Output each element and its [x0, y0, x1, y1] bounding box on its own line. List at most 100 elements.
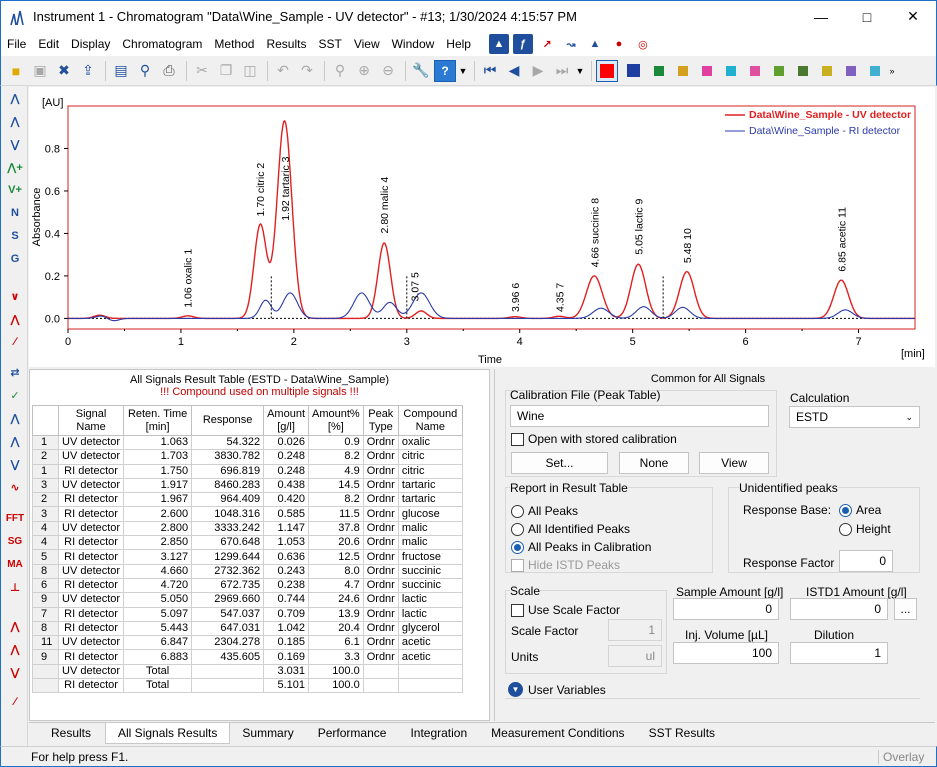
- tab-performance[interactable]: Performance: [317, 726, 387, 740]
- menu-display[interactable]: Display: [71, 37, 111, 51]
- menu-file[interactable]: File: [7, 37, 27, 51]
- sample-amount-input[interactable]: 0: [673, 598, 779, 620]
- calibration-file-input[interactable]: Wine: [510, 405, 769, 427]
- tab-summary[interactable]: Summary: [242, 726, 294, 740]
- peak-group-icon[interactable]: ⋁: [10, 138, 20, 151]
- column-header-response[interactable]: Response: [191, 405, 265, 436]
- copy-icon[interactable]: ❐: [219, 62, 233, 78]
- derivative-icon[interactable]: ∿: [10, 481, 20, 494]
- radio-all-identified-peaks[interactable]: All Identified Peaks: [511, 522, 630, 536]
- table-row[interactable]: 3 RI detector 2.600 1048.316 0.585 11.5 Ordnr g…: [32, 506, 463, 522]
- tab-results[interactable]: Results: [51, 726, 92, 740]
- toolbar-overflow-icon[interactable]: »: [889, 65, 895, 76]
- zoom-out-icon[interactable]: ⊖: [382, 62, 394, 78]
- fft-icon[interactable]: FFT: [5, 512, 25, 524]
- radio-all-peaks-in-calibration[interactable]: All Peaks in Calibration: [511, 540, 651, 554]
- menu-chromatogram[interactable]: Chromatogram: [122, 37, 203, 51]
- close-button[interactable]: ✕: [907, 8, 919, 24]
- color-swatch[interactable]: [627, 64, 640, 77]
- table-row[interactable]: 9 UV detector 5.050 2969.660 0.744 24.6 Ordnr l…: [32, 592, 463, 608]
- slope-icon[interactable]: S: [11, 230, 19, 242]
- color-swatch[interactable]: [774, 65, 784, 76]
- peak-integrate-icon[interactable]: ⋀: [10, 92, 20, 105]
- add-negative-peak-icon[interactable]: V+: [8, 184, 22, 196]
- tangent-icon[interactable]: ⋀: [10, 435, 20, 448]
- moving-average-icon[interactable]: MA: [7, 558, 23, 570]
- savitzky-golay-icon[interactable]: SG: [7, 535, 23, 547]
- erase-icon[interactable]: ∕: [14, 696, 16, 708]
- paste-icon[interactable]: ◫: [243, 62, 257, 78]
- noise-icon[interactable]: N: [11, 207, 19, 219]
- zoom-in-icon[interactable]: ⊕: [358, 62, 370, 78]
- hide-istd-peaks-checkbox[interactable]: Hide ISTD Peaks: [511, 558, 620, 572]
- table-row[interactable]: 7 RI detector 5.097 547.037 0.709 13.9 Ordnr la…: [32, 606, 463, 622]
- units-input[interactable]: ul: [608, 645, 662, 667]
- table-row[interactable]: 5 RI detector 3.127 1299.644 0.636 12.5 Ordnr f…: [32, 549, 463, 565]
- table-row[interactable]: 4 UV detector 2.800 3333.242 1.147 37.8 Ordnr m…: [32, 520, 463, 537]
- column-header-peak-type[interactable]: Peak Type: [362, 405, 399, 436]
- check-peak-icon[interactable]: ✓: [10, 389, 20, 402]
- color-swatch[interactable]: [702, 65, 712, 76]
- overlay-peaks-icon[interactable]: ⋀: [10, 620, 20, 633]
- color-swatch-selected[interactable]: [596, 59, 618, 82]
- tab-all-signals-results[interactable]: All Signals Results: [105, 723, 231, 744]
- table-row[interactable]: RI detector Total 5.101 100.0: [32, 678, 463, 694]
- menu-method[interactable]: Method: [214, 37, 255, 51]
- move-baseline-icon[interactable]: ⇄: [10, 366, 20, 379]
- open-with-stored-checkbox[interactable]: Open with stored calibration: [511, 432, 677, 446]
- table-row[interactable]: 3 UV detector 1.917 8460.283 0.438 14.5 Ordnr t…: [32, 477, 463, 494]
- target-icon[interactable]: ◎: [638, 38, 648, 51]
- istd-amount-input[interactable]: 0: [790, 598, 888, 620]
- sequence-vials-icon[interactable]: ●: [615, 38, 623, 50]
- color-swatch[interactable]: [678, 65, 688, 76]
- undo-icon[interactable]: ↶: [277, 62, 289, 78]
- method-icon[interactable]: ƒ: [512, 34, 533, 54]
- previous-chromatogram-icon[interactable]: ◀: [508, 62, 520, 78]
- table-row[interactable]: 1 UV detector 1.063 54.322 0.026 0.9 Ordnr oxal…: [32, 434, 463, 451]
- table-row[interactable]: 2 RI detector 1.967 964.409 0.420 8.2 Ordnr tar…: [32, 492, 463, 508]
- overlay-peaks-icon[interactable]: ⋀: [10, 643, 20, 656]
- baseline-icon[interactable]: ∕: [14, 336, 16, 348]
- cut-icon[interactable]: ✂: [196, 62, 208, 78]
- mountain-icon[interactable]: ▲: [488, 34, 509, 54]
- help-icon[interactable]: ?: [434, 59, 456, 82]
- color-swatch[interactable]: [654, 65, 664, 76]
- chevron-down-icon[interactable]: ▼: [458, 65, 468, 76]
- color-swatch[interactable]: [870, 65, 880, 76]
- column-header-compound[interactable]: Compound Name: [397, 405, 463, 436]
- table-row[interactable]: 2 UV detector 1.703 3830.782 0.248 8.2 Ordnr ci…: [32, 449, 463, 465]
- table-row[interactable]: UV detector Total 3.031 100.0: [32, 663, 463, 680]
- maximize-button[interactable]: □: [862, 8, 872, 25]
- tab-integration[interactable]: Integration: [410, 726, 468, 740]
- peak-integrate-icon[interactable]: ⋀: [10, 115, 20, 128]
- tab-sst-results[interactable]: SST Results: [648, 726, 716, 740]
- menu-window[interactable]: Window: [391, 37, 435, 51]
- table-row[interactable]: 8 UV detector 4.660 2732.362 0.243 8.0 Ordnr su…: [32, 563, 463, 579]
- chromatogram-svg[interactable]: 0.0 0.2 0.4 0.6 0.8 0 1 2 3 4 5 6 7 [AU] [min] Time Abso…: [29, 87, 935, 367]
- use-scale-factor-checkbox[interactable]: Use Scale Factor: [511, 603, 620, 617]
- menu-edit[interactable]: Edit: [38, 37, 60, 51]
- next-chromatogram-icon[interactable]: ▶: [532, 62, 544, 78]
- menu-help[interactable]: Help: [446, 37, 471, 51]
- set-calibration-button[interactable]: Set...: [511, 452, 608, 474]
- color-swatch[interactable]: [726, 65, 736, 76]
- results-table[interactable]: Signal Name Reten. Time [min] Response A…: [32, 405, 463, 694]
- menu-view[interactable]: View: [353, 37, 380, 51]
- inj-volume-input[interactable]: 100: [673, 642, 779, 664]
- vial-icon[interactable]: ▲: [589, 38, 601, 50]
- table-row[interactable]: 1 RI detector 1.750 696.819 0.248 4.9 Ordnr cit…: [32, 463, 463, 479]
- calculation-select[interactable]: ESTD ⌄: [789, 406, 920, 428]
- radio-height[interactable]: Height: [839, 522, 891, 536]
- close-file-icon[interactable]: ✖: [58, 62, 70, 78]
- column-header-retention[interactable]: Reten. Time [min]: [123, 405, 193, 436]
- single-peak-icon[interactable]: ⋀: [10, 412, 20, 425]
- first-chromatogram-icon[interactable]: ⏮: [483, 62, 497, 78]
- color-swatch[interactable]: [822, 65, 832, 76]
- print-icon[interactable]: ⎙: [163, 62, 175, 78]
- column-header-signal[interactable]: Signal Name: [57, 405, 125, 436]
- overlay-peaks-icon[interactable]: ⋁: [10, 666, 20, 679]
- istd-more-button[interactable]: ...: [894, 598, 917, 620]
- scale-factor-input[interactable]: 1: [608, 619, 662, 641]
- add-peak-icon[interactable]: ⋀+: [7, 161, 23, 174]
- dilution-input[interactable]: 1: [790, 642, 888, 664]
